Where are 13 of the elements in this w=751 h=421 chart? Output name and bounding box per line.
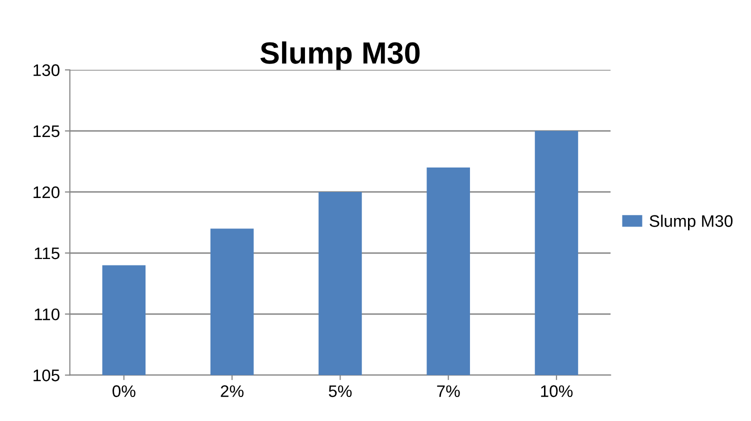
x-tick-label: 0% (112, 385, 136, 398)
y-tick-label: 105 (34, 370, 60, 382)
y-tick-label: 110 (34, 308, 60, 320)
x-tick-label: 10% (541, 385, 573, 398)
x-tick-label: 7% (437, 385, 460, 398)
y-tick-label: 125 (34, 125, 60, 138)
y-tick-label: 115 (34, 248, 60, 260)
x-tick-label: 5% (328, 385, 352, 398)
chart-title: Slump M30 (260, 41, 420, 70)
y-tick-label: 130 (34, 64, 60, 76)
legend-label: Slump M30 (650, 214, 733, 230)
y-tick-label: 120 (34, 186, 60, 198)
x-tick-label: 2% (220, 385, 244, 398)
